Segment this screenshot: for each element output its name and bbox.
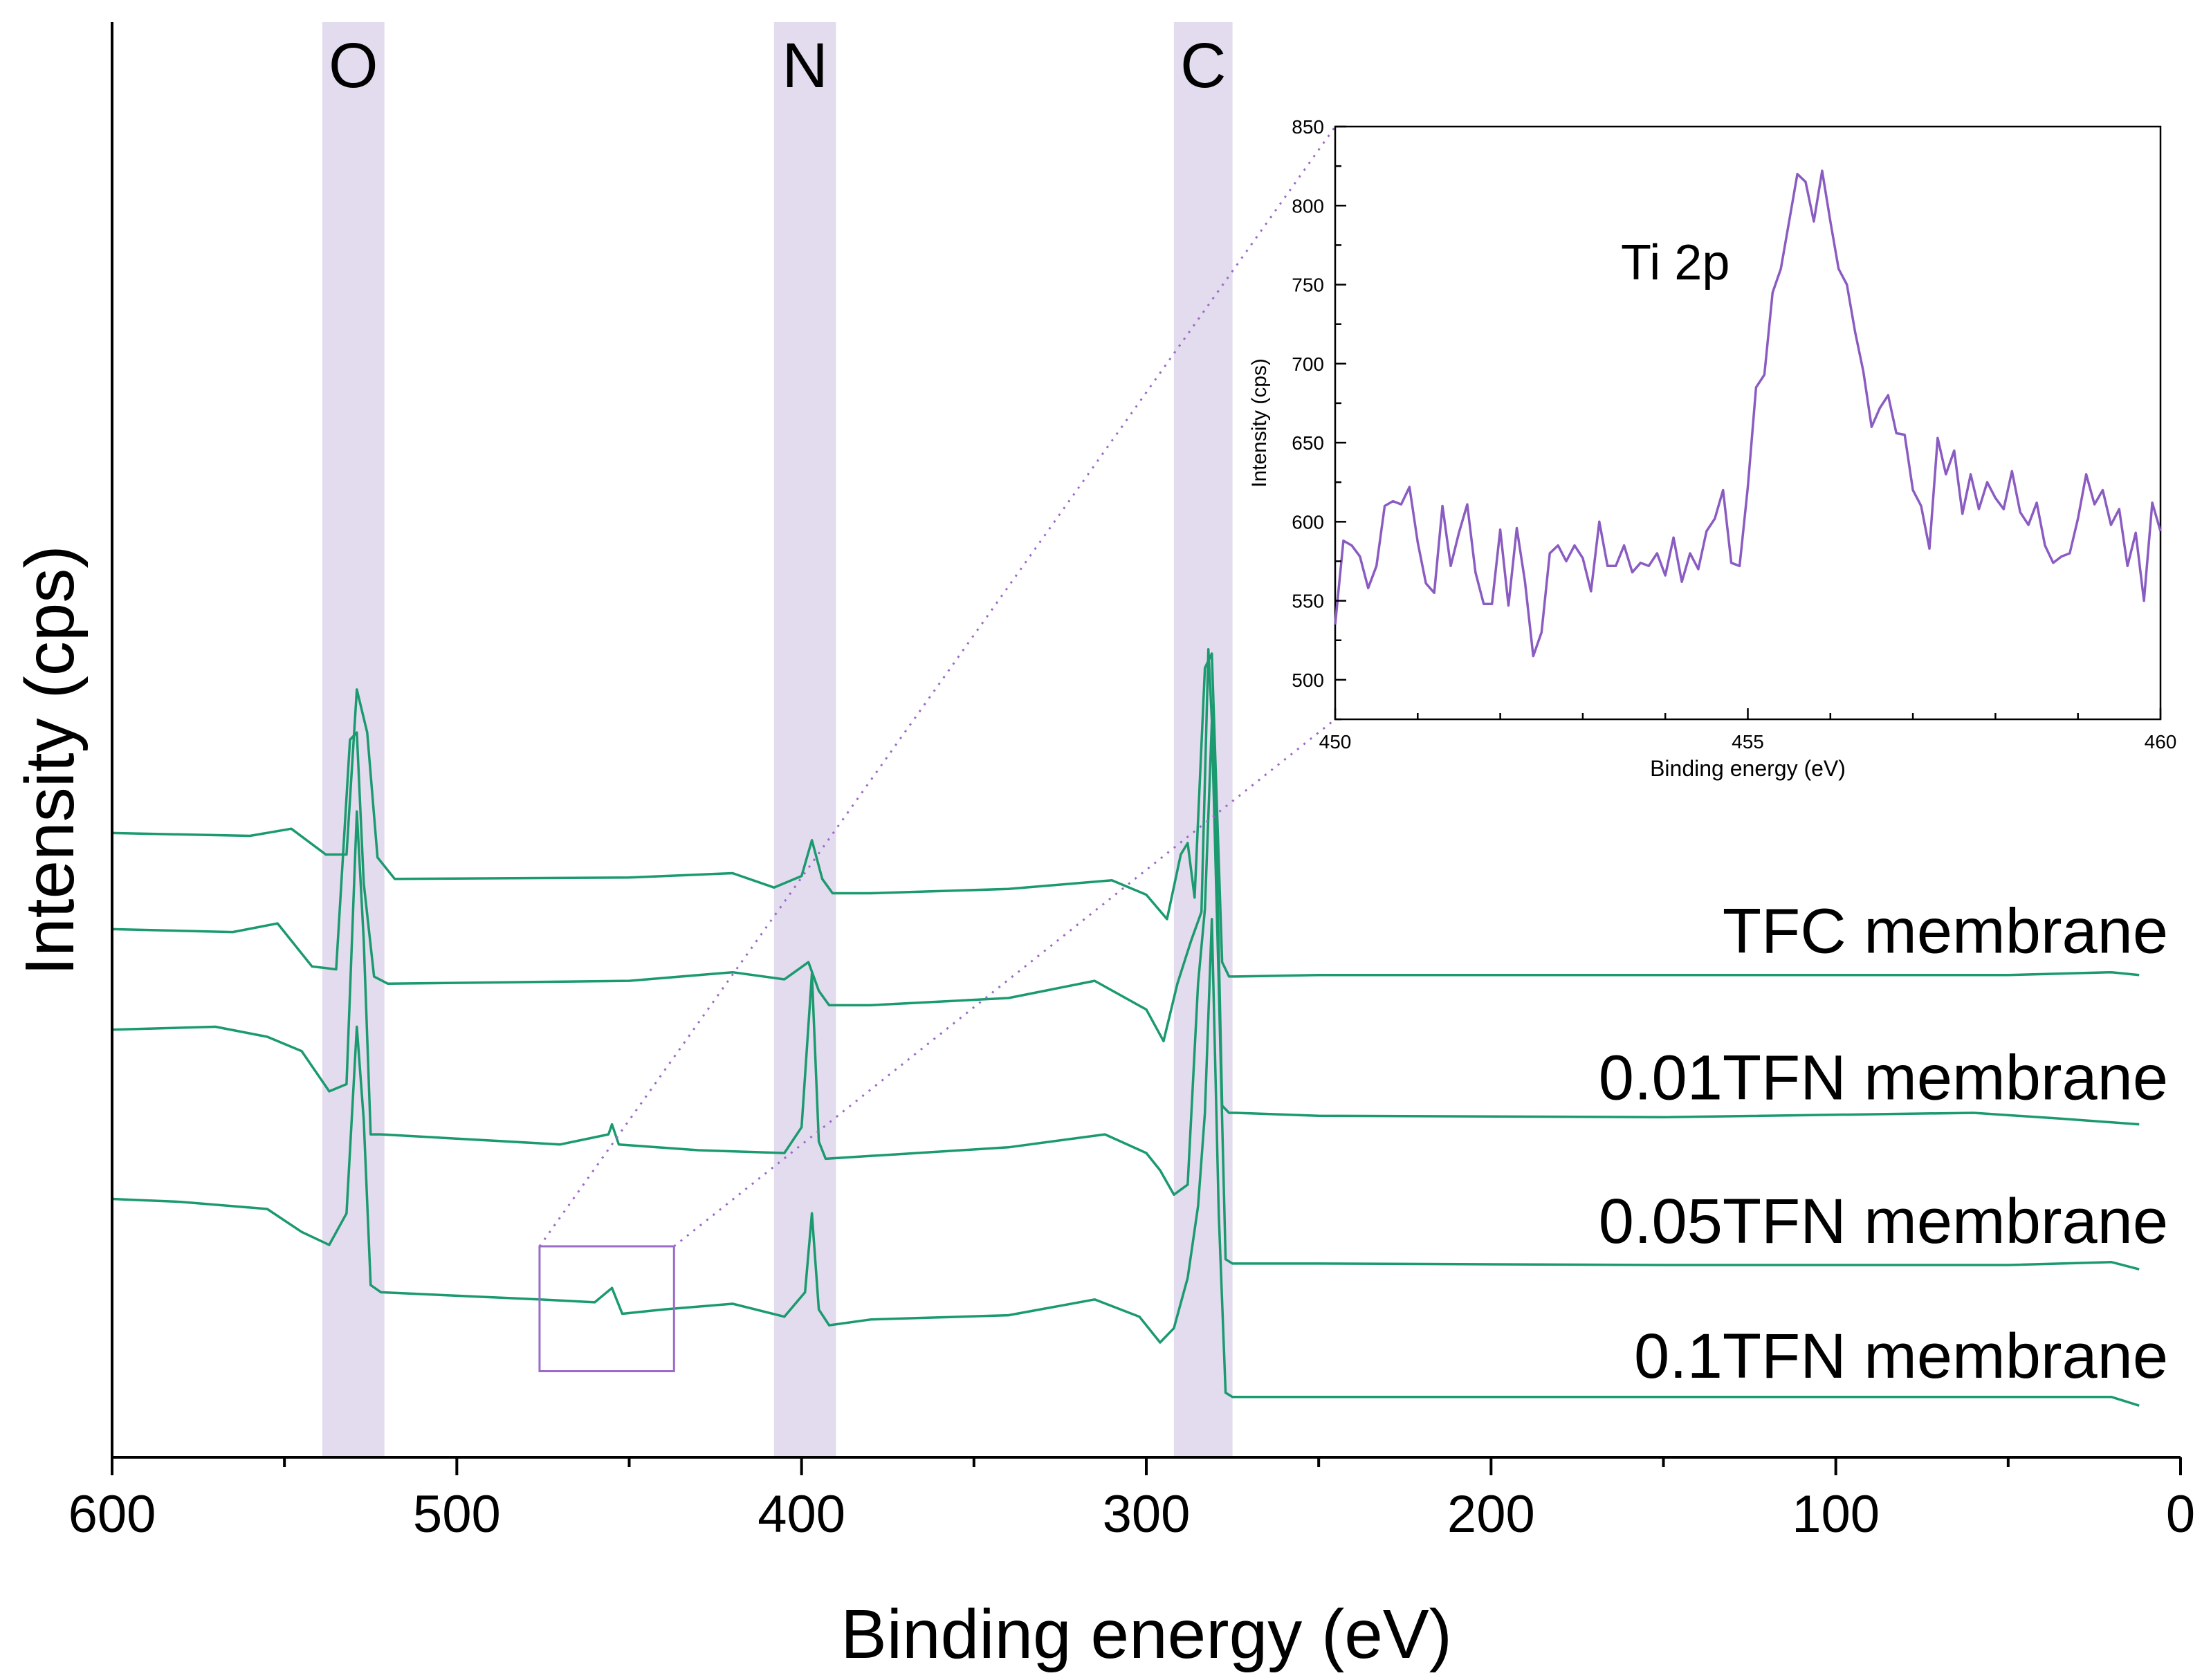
inset-y-axis-label: Intensity (cps)	[1248, 358, 1271, 488]
series-label-3: 0.1TFN membrane	[1634, 1321, 2168, 1392]
x-tick-label-1: 500	[413, 1485, 501, 1544]
inset-y-tick-label-0: 500	[1292, 670, 1324, 691]
inset-series-line	[1334, 169, 2162, 658]
zoom-connector-right	[673, 718, 1336, 1248]
inset-y-tick-label-3: 650	[1292, 432, 1324, 454]
inset-y-tick-label-6: 800	[1292, 195, 1324, 216]
series-line-0	[111, 652, 2140, 978]
band-c	[1173, 22, 1233, 1457]
x-axis-label: Binding energy (eV)	[841, 1596, 1452, 1673]
x-tick-label-3: 300	[1103, 1485, 1191, 1544]
series-line-1	[111, 648, 2140, 1126]
inset-y-tick-label-4: 700	[1292, 353, 1324, 375]
inset-x-tick-label-0: 450	[1319, 731, 1352, 753]
inset-x-tick-label-2: 460	[2145, 731, 2177, 753]
inset-frame	[1334, 125, 2162, 721]
series-label-0: TFC membrane	[1723, 896, 2168, 967]
band-label-c: C	[1180, 30, 1226, 101]
x-tick-label-2: 400	[758, 1485, 845, 1544]
x-tick-label-0: 600	[68, 1485, 156, 1544]
x-tick-label-4: 200	[1447, 1485, 1535, 1544]
x-tick-label-5: 100	[1792, 1485, 1880, 1544]
inset-y-tick-label-2: 600	[1292, 511, 1324, 533]
series-label-2: 0.05TFN membrane	[1599, 1186, 2168, 1257]
series-label-1: 0.01TFN membrane	[1599, 1042, 2168, 1113]
zoom-box	[538, 1245, 675, 1372]
series-line-3	[111, 918, 2140, 1407]
series-line-2	[111, 721, 2140, 1271]
inset-annotation: Ti 2p	[1621, 235, 1730, 290]
main-plot: O N C TFC membrane 0.01TFN membrane 0.05TFN m…	[11, 22, 2195, 1673]
inset-x-axis-label: Binding energy (eV)	[1650, 756, 1846, 781]
inset-y-tick-label-5: 750	[1292, 275, 1324, 296]
band-n	[773, 22, 836, 1457]
inset-y-tick-label-1: 550	[1292, 591, 1324, 612]
inset-y-tick-label-7: 850	[1292, 116, 1324, 138]
y-axis-label: Intensity (cps)	[11, 545, 89, 975]
inset-plot: 500 550 600 650 700 750 800 850 450 455 460 Binding…	[538, 116, 2177, 1248]
x-tick-label-6: 0	[2166, 1485, 2195, 1544]
band-label-n: N	[782, 30, 827, 101]
inset-x-tick-label-1: 455	[1732, 731, 1764, 753]
band-label-o: O	[329, 30, 378, 101]
